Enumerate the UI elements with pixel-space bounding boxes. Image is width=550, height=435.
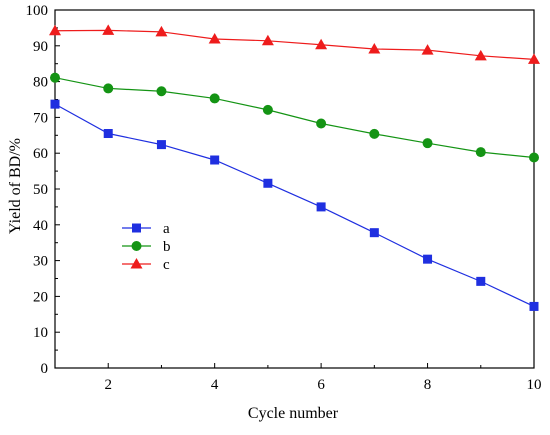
- data-point-c: [528, 53, 540, 64]
- data-point-a: [316, 202, 326, 212]
- legend: abc: [122, 221, 171, 273]
- y-tick-label: 80: [33, 75, 48, 91]
- data-point-a: [50, 99, 60, 109]
- data-point-b: [369, 128, 380, 139]
- y-tick-label: 90: [33, 39, 48, 55]
- legend-item-b: b: [122, 239, 171, 255]
- series-a: [50, 99, 539, 311]
- y-axis-ticks: 0 10 20 30 40 50 60 70 80 90 100: [26, 3, 60, 377]
- series-line-a: [54, 103, 535, 307]
- data-point-b: [262, 104, 273, 115]
- data-point-a: [263, 178, 273, 188]
- y-tick-label: 30: [33, 254, 48, 270]
- data-point-a: [423, 254, 433, 264]
- data-point-a: [156, 140, 166, 150]
- y-tick-label: 60: [33, 146, 48, 162]
- y-tick-label: 20: [33, 289, 48, 305]
- y-axis-title: Yield of BD/%: [7, 138, 24, 234]
- data-point-c: [102, 24, 115, 35]
- data-point-b: [422, 138, 433, 149]
- y-tick-label: 0: [41, 361, 49, 377]
- legend-label-a: a: [163, 221, 170, 237]
- legend-marker-b: [131, 241, 142, 251]
- data-point-b: [316, 118, 327, 129]
- y-tick-label: 100: [26, 3, 49, 19]
- data-point-b: [50, 72, 60, 83]
- data-point-b: [156, 86, 167, 97]
- data-point-c: [208, 32, 221, 44]
- data-point-c: [421, 44, 434, 55]
- legend-item-c: c: [122, 257, 170, 273]
- data-point-b: [103, 83, 114, 94]
- x-tick-label: 2: [104, 377, 112, 393]
- y-tick-label: 40: [33, 218, 48, 234]
- legend-label-c: c: [163, 257, 170, 273]
- data-point-c: [315, 38, 328, 50]
- x-tick-label: 10: [527, 377, 542, 393]
- data-point-a: [529, 301, 539, 311]
- x-axis-title: Cycle number: [248, 405, 339, 422]
- data-point-c: [368, 43, 381, 54]
- x-tick-label: 4: [211, 377, 219, 393]
- series-c: [49, 24, 540, 64]
- legend-label-b: b: [163, 239, 171, 255]
- data-point-c: [261, 34, 274, 46]
- x-tick-label: 6: [317, 377, 325, 393]
- data-point-c: [474, 49, 487, 61]
- series-line-b: [54, 77, 535, 159]
- plot-frame: [54, 9, 535, 369]
- series-b: [50, 72, 539, 163]
- legend-marker-a: [132, 223, 141, 233]
- y-tick-label: 10: [33, 325, 48, 341]
- x-axis-ticks: 2 4 6 8 10: [54, 363, 542, 393]
- data-point-a: [210, 155, 220, 165]
- series-line-c: [54, 29, 535, 61]
- data-point-c: [155, 25, 168, 37]
- legend-marker-c: [130, 258, 143, 269]
- data-point-a: [103, 129, 113, 139]
- data-point-a: [369, 228, 379, 238]
- series-group: [49, 24, 540, 311]
- y-tick-label: 50: [33, 182, 48, 198]
- data-point-b: [475, 147, 486, 158]
- x-tick-label: 8: [424, 377, 432, 393]
- plot-area-border: [54, 9, 535, 369]
- data-point-b: [209, 93, 220, 104]
- data-point-a: [476, 276, 486, 286]
- y-tick-label: 70: [33, 110, 48, 126]
- data-point-b: [529, 152, 539, 163]
- legend-item-a: a: [122, 221, 170, 237]
- data-point-c: [49, 24, 61, 36]
